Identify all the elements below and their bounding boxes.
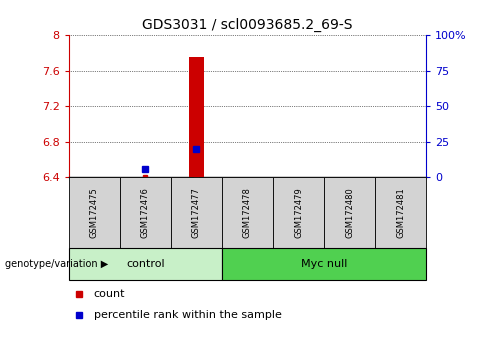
Text: percentile rank within the sample: percentile rank within the sample [94,310,282,320]
Bar [273,177,324,248]
Text: Myc null: Myc null [301,259,347,269]
Bar [120,177,171,248]
Bar [189,57,204,177]
Text: GSM172477: GSM172477 [192,187,201,238]
Text: GSM172475: GSM172475 [90,187,98,238]
Bar [375,177,426,248]
Bar [222,248,426,280]
Bar [324,177,375,248]
Text: GSM172480: GSM172480 [345,187,354,238]
Bar [69,177,120,248]
Text: GSM172479: GSM172479 [294,187,303,238]
Bar [222,177,273,248]
Bar [171,177,222,248]
Text: genotype/variation ▶: genotype/variation ▶ [5,259,108,269]
Bar [69,248,222,280]
Text: GSM172476: GSM172476 [141,187,150,238]
Text: control: control [126,259,165,269]
Text: GSM172478: GSM172478 [243,187,252,238]
Text: GSM172481: GSM172481 [396,187,405,238]
Title: GDS3031 / scl0093685.2_69-S: GDS3031 / scl0093685.2_69-S [142,17,353,32]
Text: count: count [94,289,125,299]
